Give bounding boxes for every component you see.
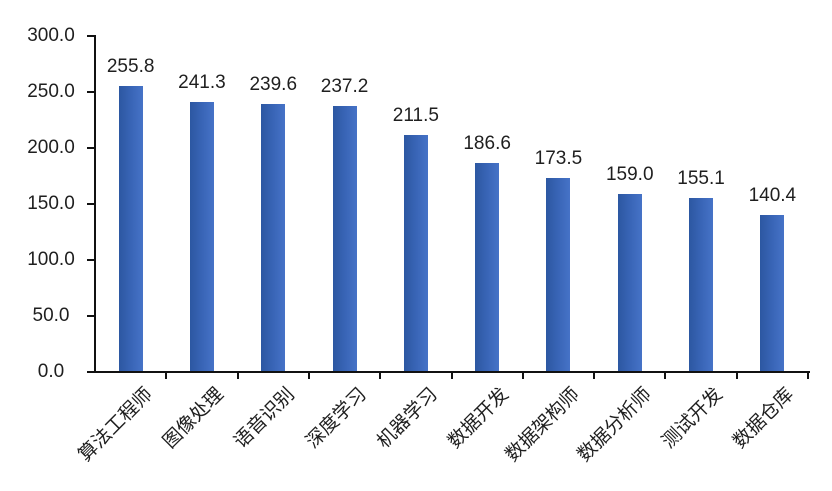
y-tick-label: 0.0 (37, 361, 65, 382)
bar (689, 198, 714, 371)
y-tick-label: 100.0 (27, 249, 75, 270)
category-label: 数据分析师 (573, 384, 656, 467)
y-tick-label: 50.0 (32, 305, 70, 326)
bar-value-label: 186.6 (463, 133, 511, 154)
x-axis-tick (450, 373, 453, 379)
category-label: 数据开发 (444, 384, 514, 453)
y-axis-tick (87, 147, 94, 149)
x-axis-tick (379, 373, 382, 379)
category-label: 算法工程师 (74, 384, 157, 467)
bar-value-label: 255.8 (106, 55, 155, 77)
y-tick-label: 200.0 (27, 137, 75, 158)
bar (546, 177, 571, 371)
x-axis-tick (735, 373, 738, 379)
y-tick-label: 250.0 (27, 81, 75, 102)
bar (617, 193, 642, 371)
y-axis-line (94, 35, 96, 373)
y-axis-tick (87, 91, 94, 93)
y-axis-tick (87, 203, 94, 205)
bar-value-label: 155.1 (677, 168, 725, 190)
bar-value-label: 237.2 (320, 76, 369, 98)
bar-value-label: 241.3 (178, 71, 226, 93)
x-axis-line (94, 371, 810, 373)
category-label: 语音识别 (230, 384, 300, 453)
bar-value-label: 140.4 (748, 184, 797, 206)
category-label: 机器学习 (373, 384, 442, 453)
category-label: 深度学习 (301, 384, 371, 453)
bar-value-label: 159.0 (605, 163, 654, 185)
y-axis-tick (87, 35, 94, 37)
bar (475, 163, 500, 371)
bar (403, 135, 428, 371)
bar (189, 101, 214, 371)
y-tick-label: 300.0 (27, 25, 75, 46)
bar-value-label: 211.5 (392, 105, 439, 127)
y-axis-tick (87, 259, 94, 261)
bar (760, 214, 785, 371)
x-axis-tick (307, 373, 310, 379)
x-axis-tick (521, 373, 524, 379)
x-axis-tick (664, 373, 667, 379)
y-axis-tick (87, 315, 94, 317)
x-axis-tick (236, 373, 239, 379)
x-axis-tick (165, 373, 168, 379)
category-label: 测试开发 (658, 384, 727, 453)
bar (118, 85, 143, 371)
category-label: 数据架构师 (502, 384, 585, 467)
bar (261, 103, 286, 371)
category-label: 数据仓库 (729, 384, 799, 453)
y-axis-tick (87, 371, 94, 373)
category-label: 图像处理 (159, 384, 228, 453)
bar-value-label: 239.6 (249, 73, 298, 95)
bar-value-label: 173.5 (534, 147, 583, 169)
x-axis-tick (593, 373, 596, 379)
bar (332, 106, 357, 371)
x-axis-tick (807, 373, 809, 379)
y-tick-label: 150.0 (27, 193, 75, 214)
